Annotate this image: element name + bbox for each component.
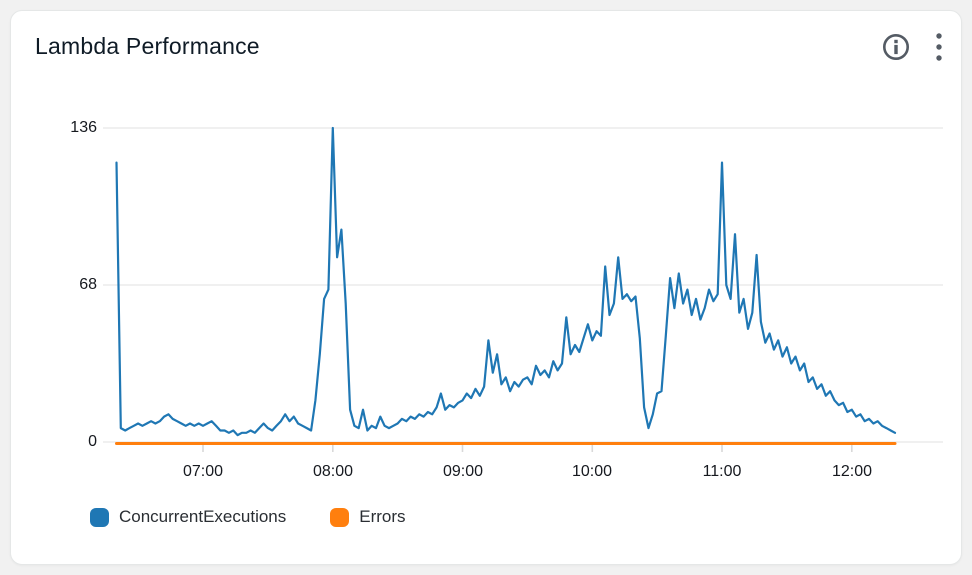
widget-card: Lambda Performance [10, 10, 962, 565]
x-tick-label-1200: 12:00 [831, 463, 873, 480]
kebab-menu-icon [936, 33, 942, 61]
legend-item-concurrent-executions[interactable]: ConcurrentExecutions [90, 507, 286, 527]
series-line-ConcurrentExecutions [115, 126, 897, 437]
x-tick-label-0800: 08:00 [312, 463, 354, 480]
x-tick-label-0700: 07:00 [182, 463, 224, 480]
widget-menu-button[interactable] [933, 31, 945, 63]
legend-item-errors[interactable]: Errors [330, 507, 406, 527]
x-tick-label-1000: 10:00 [571, 463, 613, 480]
series-group [115, 126, 897, 445]
legend-swatch-concurrent-executions [90, 507, 109, 527]
page-title: Lambda Performance [35, 33, 260, 59]
x-tick-label-0900: 09:00 [442, 463, 484, 480]
y-tick-label-0: 0 [88, 433, 97, 450]
legend-swatch-errors [330, 507, 350, 527]
legend-label-concurrent-executions: ConcurrentExecutions [119, 507, 287, 526]
legend-label-errors: Errors [359, 507, 406, 526]
info-button[interactable] [881, 32, 911, 62]
x-tick-label-1100: 11:00 [702, 463, 742, 480]
chart-canvas [103, 126, 943, 452]
y-tick-label-136: 136 [70, 119, 97, 136]
widget-actions [881, 31, 945, 63]
info-icon [883, 34, 909, 60]
y-tick-label-68: 68 [79, 276, 97, 293]
legend: ConcurrentExecutions Errors [90, 507, 406, 527]
